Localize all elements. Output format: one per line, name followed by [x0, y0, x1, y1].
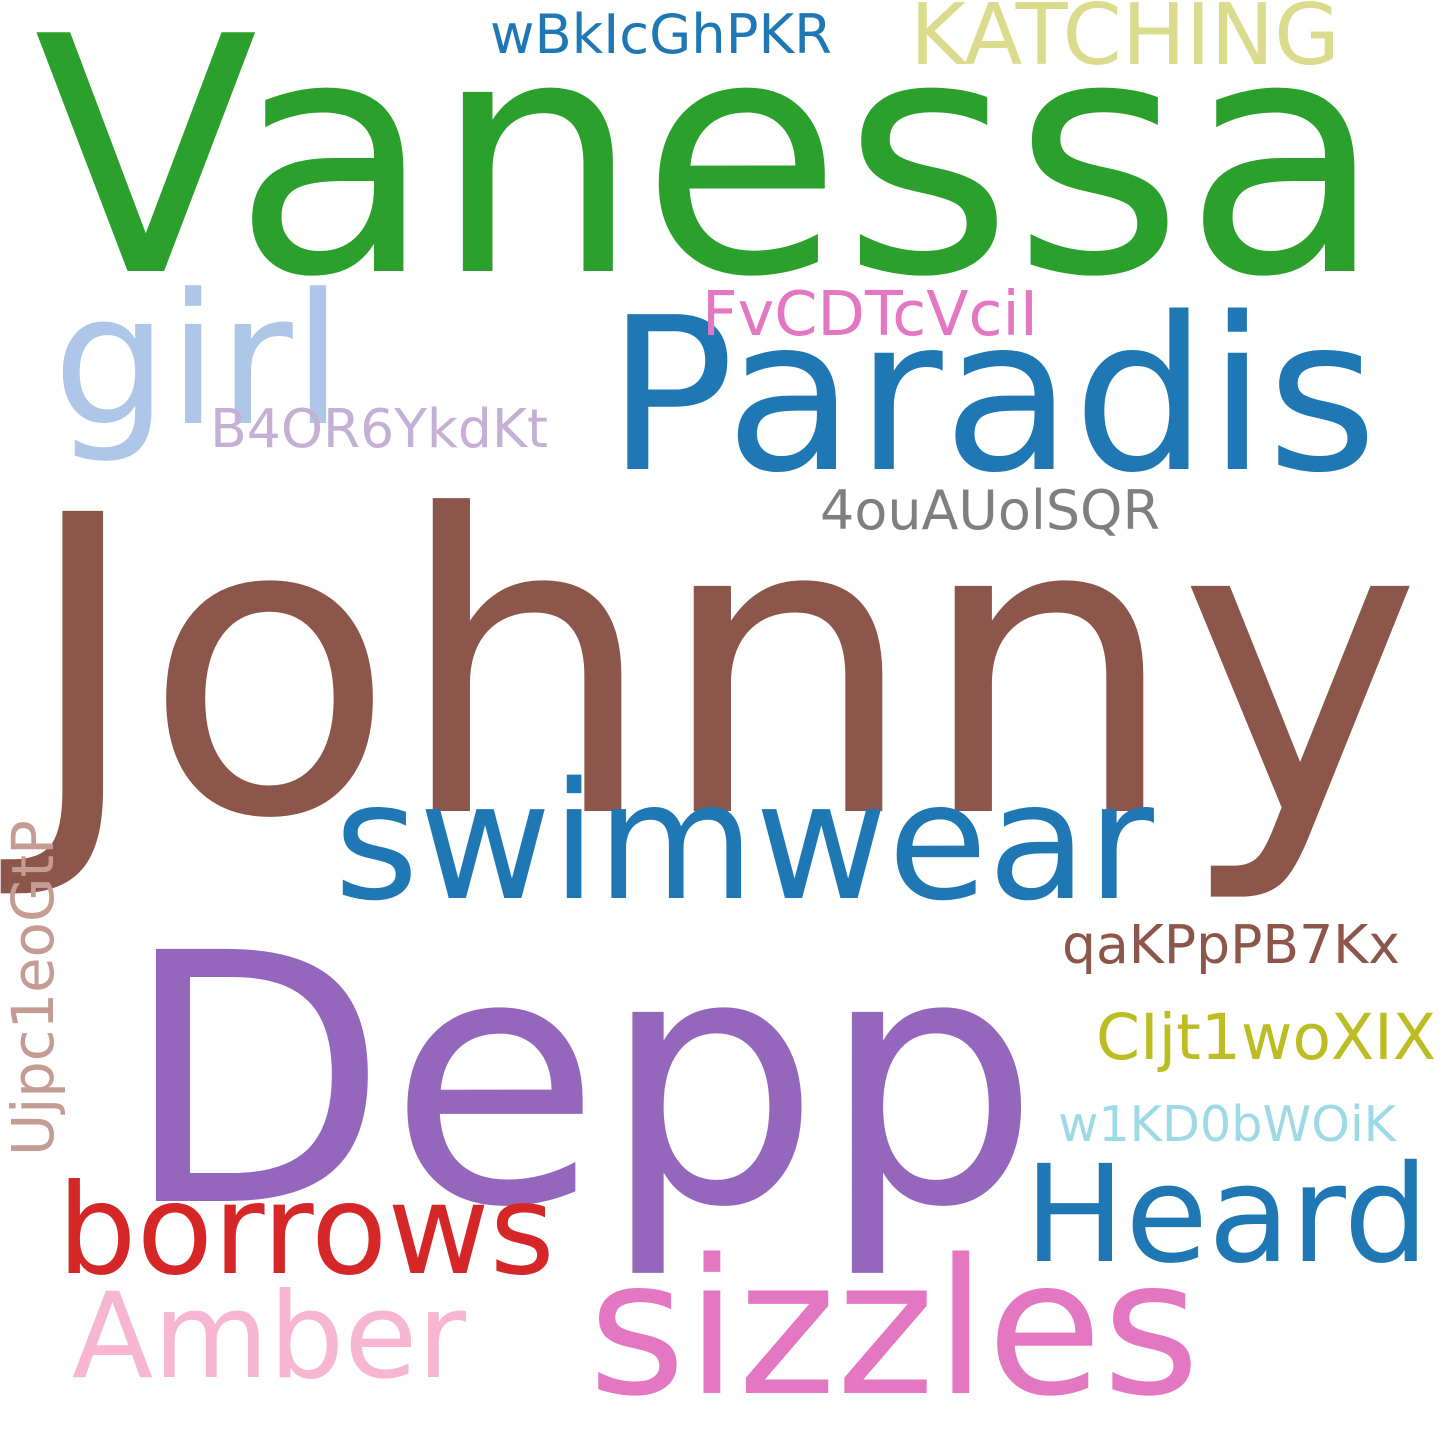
word-4ouauolsqr: 4ouAUolSQR — [820, 479, 1160, 543]
word-katching: KATCHING — [910, 0, 1340, 85]
word-depp: Depp — [122, 880, 1040, 1284]
word-sizzles: sizzles — [588, 1220, 1200, 1439]
word-b4or6ykdkt: B4OR6YkdKt — [210, 397, 548, 461]
word-wbkicghpkr: wBkIcGhPKR — [490, 2, 832, 66]
word-amber: Amber — [71, 1268, 467, 1407]
word-qakpppb7kx: qaKPpPB7Kx — [1062, 913, 1400, 977]
word-w1kd0bwoik: w1KD0bWOiK — [1058, 1095, 1396, 1154]
word-johnny: Johnny — [22, 430, 1422, 910]
word-fvcdtcvcii: FvCDTcVciI — [702, 278, 1038, 351]
word-cijt1woxix: CIjt1woXIX — [1096, 1000, 1436, 1075]
word-ujpc1eogtp: Ujpc1eoGtP — [0, 820, 68, 1156]
word-vanessa: Vanessa — [33, 0, 1385, 350]
word-girl: girl — [52, 254, 344, 466]
word-heard: Heard — [1024, 1135, 1429, 1293]
word-borrows: borrows — [57, 1157, 555, 1303]
word-paradis: Paradis — [606, 272, 1378, 520]
word-swimwear: swimwear — [334, 747, 1154, 937]
